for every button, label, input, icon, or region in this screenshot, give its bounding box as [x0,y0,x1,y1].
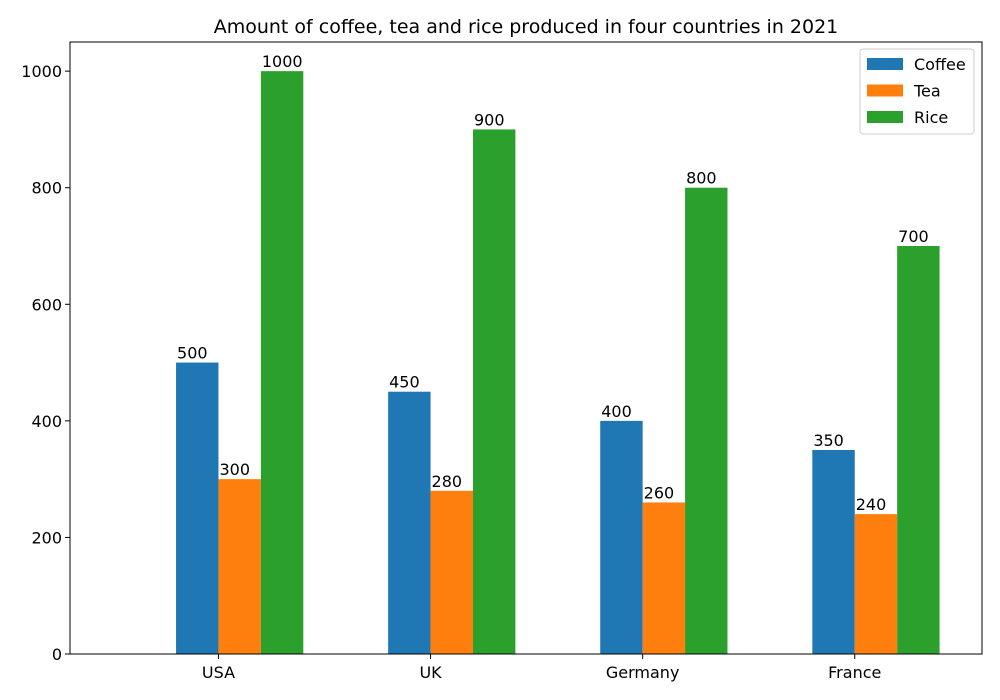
bar-label-tea-uk: 280 [432,472,463,491]
legend-swatch-tea [867,84,903,97]
bar-label-rice-france: 700 [898,227,929,246]
bar-label-coffee-germany: 400 [601,402,632,421]
y-tick-label: 0 [52,645,62,664]
bar-coffee-germany [600,420,643,654]
bar-rice-france [897,246,940,654]
bar-coffee-usa [176,362,219,654]
bar-label-tea-usa: 300 [219,460,250,479]
y-tick-label: 600 [31,295,62,314]
bar-coffee-france [812,450,855,654]
bar-label-rice-uk: 900 [474,110,505,129]
bar-label-rice-usa: 1000 [262,52,303,71]
legend: Coffee Tea Rice [859,48,975,135]
bar-tea-france [854,514,898,654]
legend-label-rice: Rice [914,108,948,127]
bar-label-coffee-uk: 450 [389,373,420,392]
bar-rice-germany [685,187,728,654]
x-axis: USA UK Germany France [202,654,881,682]
x-tick-label-germany: Germany [606,663,680,682]
bar-tea-uk [430,490,473,654]
bar-coffee-uk [388,391,431,654]
bar-labels-group: 500 450 400 350 300 280 260 240 1000 900 800 700 [177,52,929,514]
legend-swatch-rice [867,111,903,123]
bar-label-coffee-usa: 500 [177,344,208,363]
x-tick-label-uk: UK [419,663,442,682]
bar-label-rice-germany: 800 [686,169,717,188]
y-axis: 0 200 400 600 800 1000 [21,62,70,664]
bar-label-tea-france: 240 [856,495,887,514]
bar-label-coffee-france: 350 [813,431,844,450]
y-tick-label: 400 [31,412,62,431]
bar-label-tea-germany: 260 [644,483,675,502]
legend-label-coffee: Coffee [914,55,966,74]
legend-label-tea: Tea [913,82,941,101]
y-tick-label: 1000 [21,62,62,81]
x-tick-label-usa: USA [202,663,235,682]
bar-rice-usa [260,71,304,654]
chart-title: Amount of coffee, tea and rice produced … [214,16,839,38]
y-tick-label: 800 [31,179,62,198]
legend-swatch-coffee [867,58,903,70]
bar-tea-usa [218,479,261,654]
bar-rice-uk [472,129,516,654]
plot-frame [69,41,983,655]
x-tick-label-france: France [828,663,881,682]
bar-tea-germany [642,502,686,654]
y-tick-label: 200 [31,528,62,547]
bars-group [176,71,940,654]
